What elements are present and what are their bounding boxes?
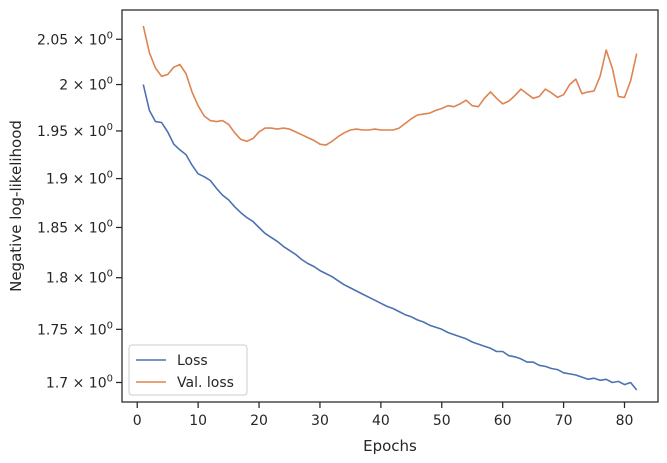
y-tick-label: 2 × 100 [59,76,113,94]
x-tick-label: 50 [433,413,451,429]
y-tick-label: 2.05 × 100 [37,30,113,48]
legend: Loss Val. loss [128,344,248,396]
x-tick-label: 30 [311,413,329,429]
x-tick-label: 0 [133,413,142,429]
x-tick-label: 40 [372,413,390,429]
x-tick-label: 60 [494,413,512,429]
series-lines [142,25,638,391]
x-tick-label: 70 [555,413,573,429]
y-tick-label: 1.75 × 100 [37,320,113,338]
x-axis-label: Epochs [363,437,417,455]
y-tick-label: 1.85 × 100 [37,218,113,236]
x-axis-ticks: 0 10 20 30 40 50 60 70 80 [133,402,634,429]
x-tick-label: 80 [616,413,634,429]
series-line-val-loss [142,25,638,146]
y-tick-label: 1.8 × 100 [46,269,113,287]
y-tick-label: 1.95 × 100 [37,122,113,140]
legend-label-loss: Loss [177,353,208,369]
y-axis-ticks: 1.7 × 100 1.75 × 100 1.8 × 100 1.85 × 100 1.… [37,30,122,391]
plot-frame [121,9,659,403]
x-tick-label: 10 [189,413,207,429]
y-tick-label: 1.7 × 100 [46,373,113,391]
y-tick-label: 1.9 × 100 [46,170,113,188]
y-axis-label: Negative log-likelihood [7,120,25,292]
legend-label-val-loss: Val. loss [177,375,234,391]
series-line-loss [142,84,638,391]
x-tick-label: 20 [250,413,268,429]
